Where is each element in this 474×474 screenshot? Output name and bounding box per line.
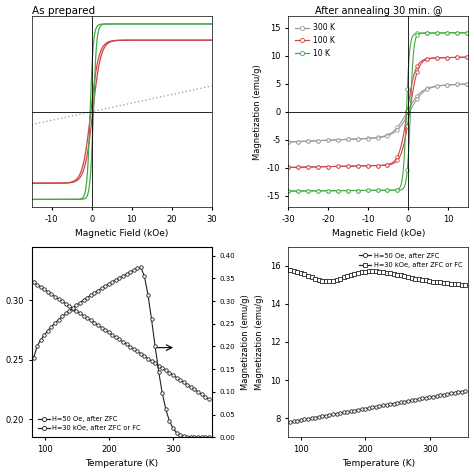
Legend: 300 K, 100 K, 10 K: 300 K, 100 K, 10 K xyxy=(292,20,338,61)
Y-axis label: Magnetization (emu/g): Magnetization (emu/g) xyxy=(241,294,250,390)
Legend: H=50 Oe, after ZFC, H=30 kOe, after ZFC or FC: H=50 Oe, after ZFC, H=30 kOe, after ZFC … xyxy=(356,250,465,271)
Title: After annealing 30 min. @: After annealing 30 min. @ xyxy=(315,6,442,16)
X-axis label: Temperature (K): Temperature (K) xyxy=(85,459,158,468)
Legend: H=50 Oe, after ZFC, H=30 kOe, after ZFC or FC: H=50 Oe, after ZFC, H=30 kOe, after ZFC … xyxy=(35,413,144,434)
Y-axis label: Magnetization (emu/g): Magnetization (emu/g) xyxy=(255,294,264,390)
Text: As prepared: As prepared xyxy=(32,6,95,16)
Y-axis label: Magnetization (emu/g): Magnetization (emu/g) xyxy=(253,64,262,160)
X-axis label: Magnetic Field (kOe): Magnetic Field (kOe) xyxy=(332,229,425,238)
X-axis label: Temperature (K): Temperature (K) xyxy=(342,459,415,468)
X-axis label: Magnetic Field (kOe): Magnetic Field (kOe) xyxy=(75,229,168,238)
